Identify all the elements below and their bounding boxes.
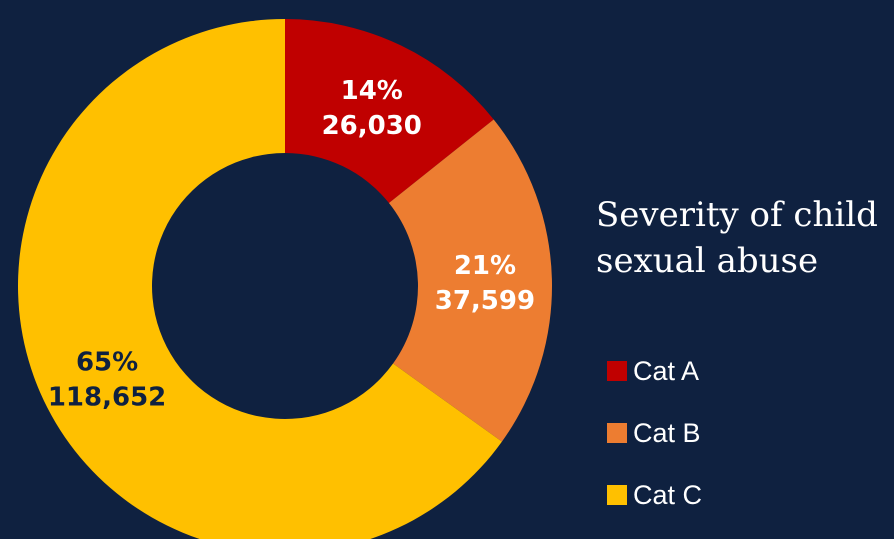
legend-label-cat-b: Cat B	[633, 417, 701, 448]
chart-title: Severity of child sexual abuse	[596, 192, 892, 284]
donut-slice-cat-a	[285, 19, 494, 204]
percent-label-cat-a: 14%	[341, 76, 403, 106]
chart-legend: Cat A Cat B Cat C	[607, 356, 702, 539]
percent-label-cat-c: 65%	[76, 347, 138, 377]
legend-item-cat-c: Cat C	[607, 480, 702, 510]
chart-title-line-1: Severity of child	[596, 195, 878, 235]
legend-label-cat-a: Cat A	[633, 355, 700, 386]
value-label-cat-c: 118,652	[48, 382, 166, 412]
legend-swatch-cat-a	[607, 361, 627, 381]
chart-title-line-2: sexual abuse	[596, 241, 819, 281]
percent-label-cat-b: 21%	[454, 251, 516, 281]
legend-swatch-cat-c	[607, 485, 627, 505]
legend-item-cat-b: Cat B	[607, 418, 702, 448]
legend-swatch-cat-b	[607, 423, 627, 443]
legend-label-cat-c: Cat C	[633, 479, 703, 510]
donut-chart: 14% 26,030 21% 37,599 65% 118,652	[18, 19, 552, 539]
legend-item-cat-a: Cat A	[607, 356, 702, 386]
value-label-cat-a: 26,030	[322, 111, 422, 141]
donut-slice-cat-c	[18, 19, 502, 539]
donut-slice-cat-b	[388, 119, 552, 442]
value-label-cat-b: 37,599	[435, 286, 535, 316]
